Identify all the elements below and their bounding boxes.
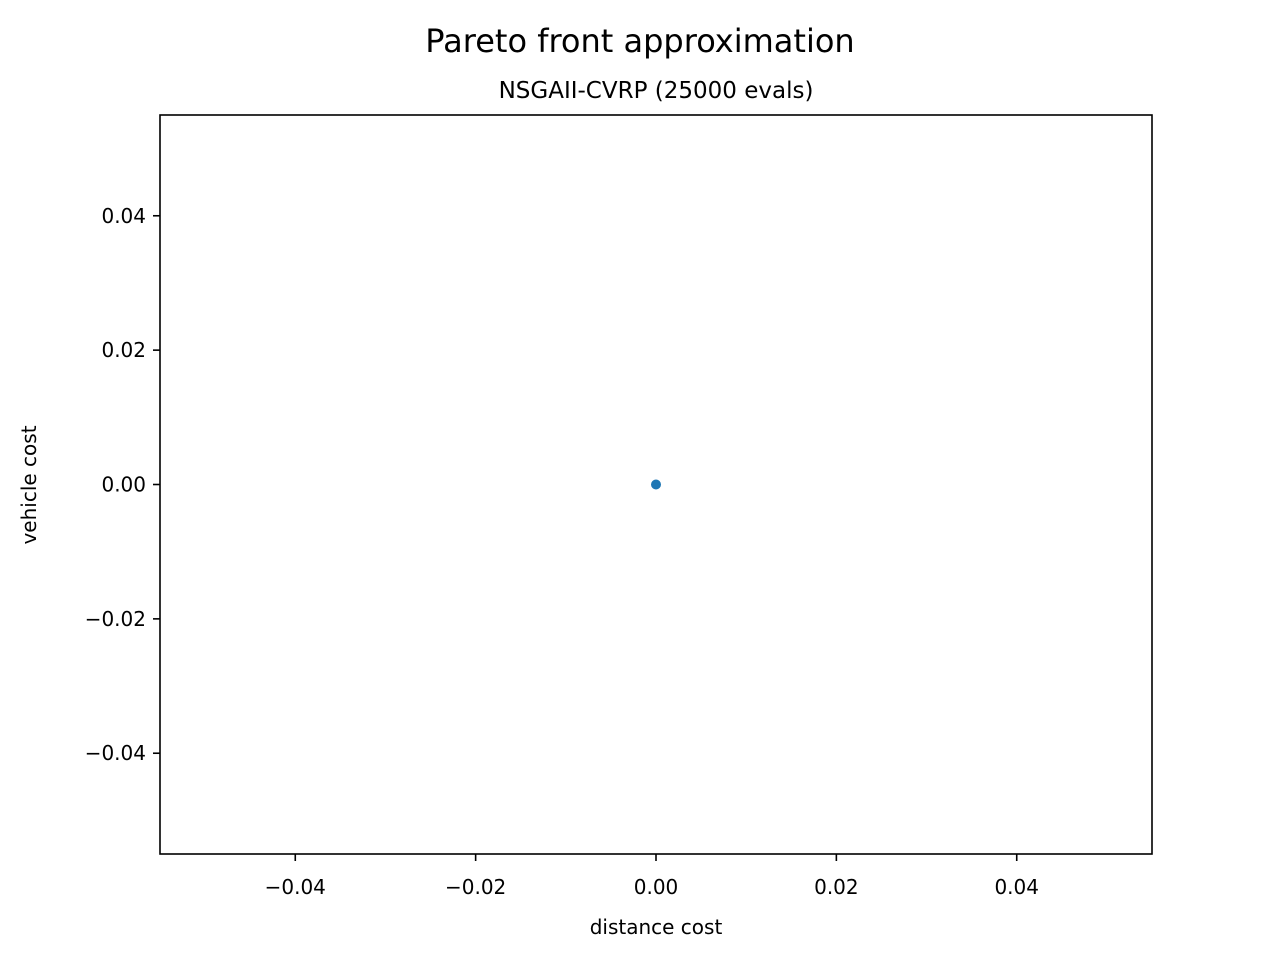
data-point — [651, 479, 661, 490]
y-tick-label: −0.04 — [85, 741, 146, 765]
x-tick-label: 0.00 — [634, 875, 679, 899]
y-tick-label: −0.02 — [85, 607, 146, 631]
x-axis-label: distance cost — [590, 915, 723, 939]
chart-title: NSGAII-CVRP (25000 evals) — [499, 78, 814, 104]
x-tick-label: 0.02 — [814, 875, 859, 899]
x-tick-label: 0.04 — [994, 875, 1039, 899]
y-tick-label: 0.02 — [101, 338, 146, 362]
x-tick-label: −0.04 — [265, 875, 326, 899]
plot-area: −0.04 −0.02 0.00 0.02 0.04 −0.04 −0.02 0.00 0.02… — [85, 114, 1153, 899]
y-tick-label: 0.00 — [101, 473, 146, 497]
chart-suptitle: Pareto front approximation — [425, 22, 854, 60]
x-tick-label: −0.02 — [445, 875, 506, 899]
y-tick-label: 0.04 — [101, 204, 146, 228]
y-axis-label: vehicle cost — [17, 425, 41, 544]
